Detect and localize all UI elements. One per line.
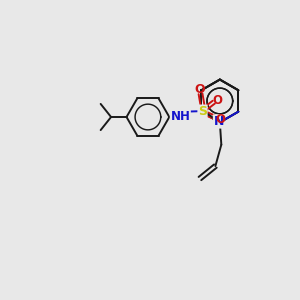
Text: O: O xyxy=(194,82,205,96)
Text: S: S xyxy=(198,105,207,118)
Text: NH: NH xyxy=(170,110,190,123)
Text: O: O xyxy=(213,94,223,107)
Text: N: N xyxy=(214,115,224,128)
Text: O: O xyxy=(216,113,226,126)
